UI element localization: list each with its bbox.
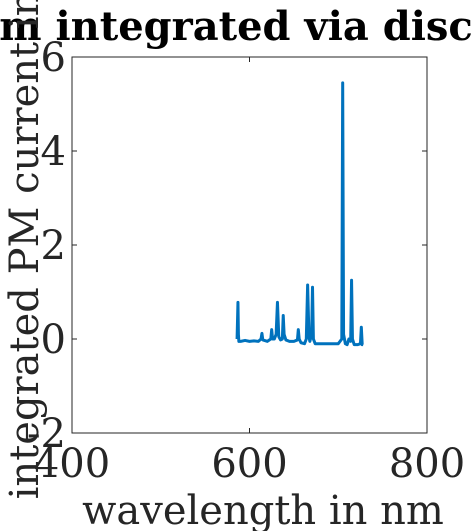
plot-area — [71, 56, 428, 434]
x-tick-label: 800 — [389, 441, 465, 487]
x-tick-label: 600 — [211, 441, 287, 487]
series-layer — [235, 81, 364, 347]
y-tick-label: 2 — [41, 223, 66, 269]
tick-labels: 400 600 800 -2 0 2 4 6 — [27, 35, 465, 487]
y-axis-label: integrated PM current in — [2, 0, 48, 499]
y-tick-label: 0 — [41, 317, 66, 363]
chart-title: m integrated via disc — [0, 3, 472, 50]
x-tick-label: 400 — [34, 441, 110, 487]
y-tick-label: -2 — [27, 411, 66, 457]
y-tick-label: 4 — [41, 129, 66, 175]
x-axis-label: wavelength in nm — [82, 488, 444, 531]
axis-ticks — [71, 56, 428, 434]
y-tick-label: 6 — [41, 35, 66, 81]
series-line — [235, 81, 364, 347]
